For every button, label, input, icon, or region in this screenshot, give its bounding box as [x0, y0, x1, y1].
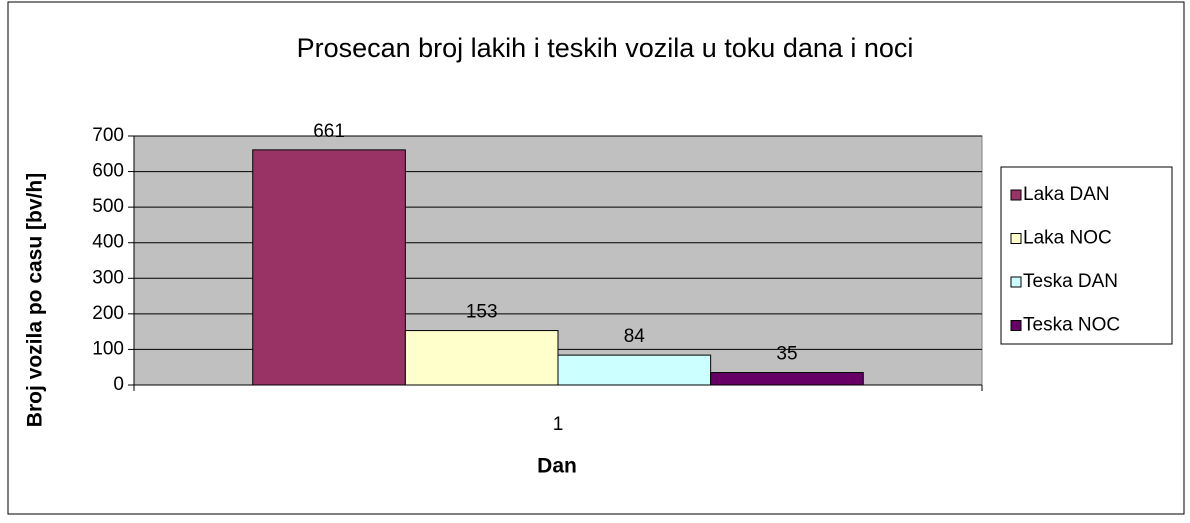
- data-label: 84: [624, 326, 646, 347]
- legend-swatch: [1010, 320, 1022, 331]
- bar: [710, 372, 864, 386]
- y-tick-label: 300: [92, 267, 124, 288]
- legend-label: Laka DAN: [1023, 184, 1110, 205]
- y-tick-label: 400: [92, 232, 124, 253]
- data-label: 153: [466, 302, 498, 323]
- data-label: 661: [313, 121, 345, 142]
- x-tick-label: 1: [553, 414, 564, 435]
- x-axis-label: Dan: [537, 455, 577, 478]
- bar: [557, 354, 712, 386]
- legend-label: Laka NOC: [1023, 228, 1112, 249]
- y-tick-label: 500: [92, 196, 124, 217]
- data-label: 35: [776, 344, 797, 365]
- chart-title: Prosecan broj lakih i teskih vozila u to…: [297, 33, 914, 63]
- legend-label: Teska NOC: [1023, 315, 1120, 336]
- y-axis-label: Broj vozila po casu [bv/h]: [24, 173, 47, 427]
- bar: [404, 330, 559, 386]
- legend-swatch: [1010, 233, 1022, 244]
- y-tick-label: 100: [92, 338, 124, 359]
- y-tick-label: 600: [92, 161, 124, 182]
- y-tick-label: 200: [92, 303, 124, 324]
- legend-swatch: [1010, 276, 1022, 288]
- legend-label: Teska DAN: [1023, 271, 1118, 292]
- legend-swatch: [1010, 189, 1022, 201]
- y-tick-label: 700: [92, 125, 124, 146]
- bar: [252, 149, 406, 386]
- y-tick-label: 0: [113, 374, 124, 395]
- legend-box: [1000, 166, 1173, 345]
